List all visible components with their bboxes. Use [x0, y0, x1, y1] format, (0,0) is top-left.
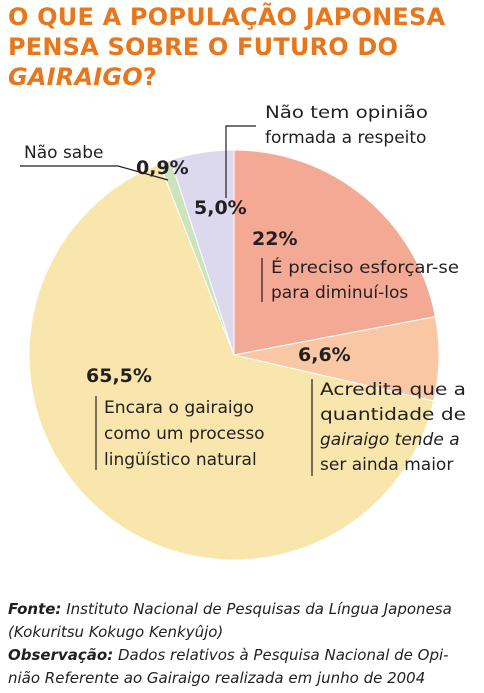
slice-desc-sem-opiniao-line2: formada a respeito — [265, 128, 426, 148]
chart-title: O QUE A POPULAÇÃO JAPONESA PENSA SOBRE O… — [8, 2, 445, 92]
pie-slice-natural — [28, 163, 435, 561]
slice-value-label-nao-sabe: 0,9% — [136, 157, 189, 179]
pie-slices — [28, 149, 440, 561]
slice-desc-sem-opiniao-line1: Não tem opinião — [265, 103, 428, 123]
title-line-1: O QUE A POPULAÇÃO JAPONESA — [8, 3, 446, 31]
slice-desc-natural-line3: lingüístico natural — [104, 450, 257, 470]
footer-fonte-label: Fonte: — [8, 600, 62, 618]
title-line-2: PENSA SOBRE O FUTURO DO — [8, 33, 399, 61]
leader-sem-opiniao — [225, 125, 256, 198]
title-gairaigo: GAIRAIGO — [8, 63, 143, 91]
footer-obs-line2: nião Referente ao Gairaigo realizada em … — [8, 669, 426, 687]
slice-desc-natural-line1: Encara o gairaigo — [104, 398, 254, 418]
leader-nao-sabe — [20, 165, 169, 181]
title-question-mark: ? — [142, 63, 158, 91]
footer-fonte-line2: (Kokuritsu Kokugo Kenkyûjo) — [8, 623, 224, 641]
footer-observacao: Observação: Dados relativos à Pesquisa N… — [8, 644, 478, 667]
slice-desc-maior-line4: ser ainda maior — [320, 455, 453, 475]
chart-footer: Fonte: Instituto Nacional de Pesquisas d… — [8, 598, 478, 690]
slice-desc-maior-line3: gairaigo tende a — [320, 430, 460, 450]
slice-desc-esforcar-line2: para diminuí-los — [271, 283, 408, 303]
footer-obs-label: Observação: — [8, 646, 114, 664]
slice-desc-nao-sabe: Não sabe — [24, 143, 103, 163]
leader-lines — [20, 125, 313, 476]
pie-chart: 22% É preciso esforçar-se para diminuí-l… — [20, 103, 466, 561]
slice-value-label-esforcar: 22% — [252, 228, 297, 250]
pie-slice-esforcar — [233, 149, 436, 356]
slice-value-label-sem-opiniao: 5,0% — [194, 197, 247, 219]
pie-labels: 22% É preciso esforçar-se para diminuí-l… — [24, 103, 466, 475]
pie-slice-sem-opiniao — [170, 149, 235, 356]
slice-desc-natural-line2: como um processo — [104, 424, 265, 444]
footer-fonte: Fonte: Instituto Nacional de Pesquisas d… — [8, 598, 478, 621]
slice-value-label-maior: 6,6% — [298, 344, 351, 366]
slice-desc-maior-line3-text: gairaigo tende a — [320, 430, 460, 450]
title-line-3: GAIRAIGO? — [8, 62, 445, 92]
slice-value-label-natural: 65,5% — [86, 365, 152, 387]
slice-desc-maior-line1: Acredita que a — [320, 380, 466, 400]
footer-fonte-line1: Instituto Nacional de Pesquisas da Língu… — [66, 600, 452, 618]
slice-desc-esforcar-line1: É preciso esforçar-se — [271, 256, 459, 278]
slice-desc-maior-line2: quantidade de — [320, 405, 466, 425]
footer-obs-line1: Dados relativos à Pesquisa Nacional de O… — [118, 646, 449, 664]
